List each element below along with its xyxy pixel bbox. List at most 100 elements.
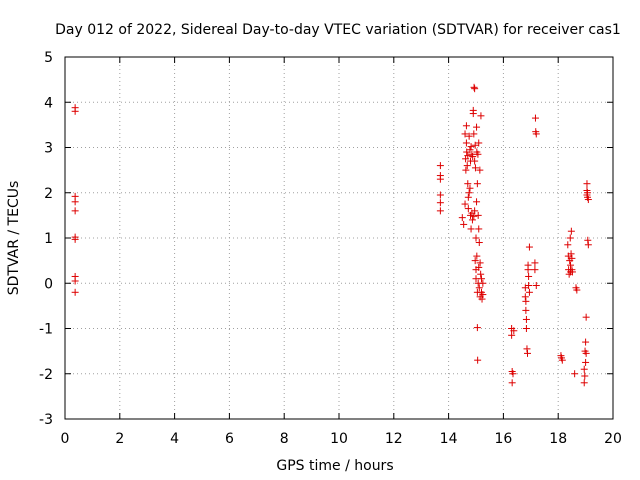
- y-tick-label: 0: [44, 276, 53, 292]
- data-point: [521, 293, 529, 301]
- data-point: [571, 370, 579, 378]
- data-point: [462, 139, 470, 147]
- data-point: [582, 338, 590, 346]
- data-point: [532, 130, 540, 138]
- x-tick-label: 14: [440, 431, 458, 447]
- data-point: [568, 268, 576, 276]
- data-point: [436, 191, 444, 199]
- data-point: [582, 313, 590, 321]
- x-tick-label: 6: [225, 431, 234, 447]
- y-tick-label: -1: [39, 322, 53, 338]
- data-point: [522, 306, 530, 314]
- plot-frame: [64, 56, 614, 420]
- data-point: [461, 130, 469, 138]
- data-point: [71, 277, 79, 285]
- data-point: [477, 270, 485, 278]
- data-point: [558, 356, 566, 364]
- y-tick-label: 2: [44, 186, 53, 202]
- data-point: [508, 379, 516, 387]
- data-point: [477, 112, 485, 120]
- data-point: [472, 234, 480, 242]
- data-point: [466, 146, 474, 154]
- data-point: [522, 325, 530, 332]
- data-point: [461, 200, 469, 208]
- data-point: [474, 211, 482, 219]
- data-point: [471, 141, 479, 149]
- data-point: [525, 282, 533, 290]
- y-tick-label: -2: [39, 367, 53, 383]
- data-point: [523, 345, 531, 353]
- data-point: [467, 143, 475, 151]
- data-point: [462, 122, 470, 130]
- data-point: [467, 225, 475, 233]
- data-point: [475, 284, 483, 292]
- data-point: [581, 372, 589, 380]
- data-point: [466, 184, 474, 192]
- data-point: [473, 123, 481, 131]
- data-point: [508, 331, 516, 339]
- data-point: [464, 205, 472, 213]
- data-points: [71, 83, 592, 387]
- data-point: [479, 279, 487, 287]
- data-point: [473, 180, 481, 188]
- data-point: [584, 189, 592, 197]
- data-point: [471, 207, 479, 215]
- data-point: [464, 193, 472, 201]
- data-point: [568, 254, 576, 262]
- data-point: [465, 189, 473, 197]
- data-point: [436, 207, 444, 215]
- data-point: [468, 216, 476, 224]
- data-point: [71, 235, 79, 243]
- data-point: [473, 198, 481, 206]
- data-point: [473, 252, 481, 260]
- data-point: [524, 266, 532, 274]
- data-point: [458, 214, 466, 222]
- data-point: [475, 239, 483, 247]
- data-point: [71, 288, 79, 296]
- data-point: [524, 349, 532, 357]
- data-point: [566, 234, 574, 242]
- data-point: [471, 85, 479, 93]
- x-tick-label: 2: [115, 431, 124, 447]
- data-point: [465, 132, 473, 140]
- y-axis-label: SDTVAR / TECUs: [6, 181, 22, 296]
- data-point: [463, 162, 471, 170]
- data-point: [469, 153, 477, 161]
- data-point: [532, 282, 540, 290]
- data-point: [509, 370, 517, 378]
- y-tick-label: 1: [44, 231, 53, 247]
- data-point: [462, 166, 470, 174]
- data-point: [475, 225, 483, 233]
- data-point: [475, 139, 483, 147]
- data-point: [464, 152, 472, 160]
- data-point: [471, 257, 479, 265]
- data-point: [567, 261, 575, 269]
- x-tick-label: 10: [330, 431, 348, 447]
- data-point: [474, 356, 482, 364]
- data-point: [474, 150, 482, 158]
- y-tick-label: 3: [44, 141, 53, 157]
- data-point: [470, 212, 478, 220]
- data-point: [582, 349, 590, 357]
- data-point: [473, 324, 481, 332]
- data-point: [584, 236, 592, 244]
- data-point: [583, 180, 591, 188]
- data-point: [580, 365, 588, 373]
- data-point: [567, 227, 575, 235]
- data-point: [471, 157, 479, 165]
- y-tick-label: 5: [44, 50, 53, 66]
- x-tick-label: 0: [61, 431, 70, 447]
- data-point: [460, 220, 468, 228]
- data-point: [478, 295, 486, 303]
- data-point: [436, 162, 444, 170]
- x-tick-label: 12: [385, 431, 403, 447]
- data-point: [525, 272, 533, 280]
- data-point: [470, 83, 478, 91]
- data-point: [510, 327, 518, 335]
- data-point: [470, 130, 478, 138]
- x-tick-label: 20: [604, 431, 622, 447]
- data-point: [479, 291, 487, 299]
- data-point: [522, 297, 530, 305]
